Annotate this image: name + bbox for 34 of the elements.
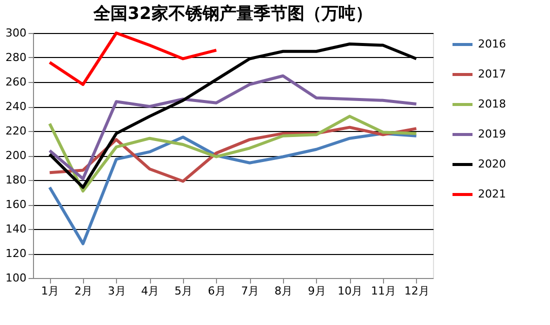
x-tick-label: 4月	[141, 284, 160, 298]
x-tick-label: 11月	[371, 284, 396, 298]
y-tick-label: 300	[6, 26, 26, 40]
legend-label: 2017	[478, 68, 506, 80]
x-tick-label: 12月	[404, 284, 430, 298]
legend-label: 2021	[478, 188, 506, 200]
chart-title: 全国32家不锈钢产量季节图（万吨）	[92, 4, 372, 24]
legend-label: 2020	[478, 158, 506, 170]
y-tick-label: 200	[6, 149, 26, 162]
y-tick-label: 220	[6, 124, 26, 138]
y-tick-label: 240	[6, 100, 26, 113]
y-tick-label: 160	[6, 198, 26, 211]
x-tick-label: 3月	[108, 284, 126, 298]
x-tick-label: 1月	[41, 284, 60, 298]
y-tick-label: 280	[6, 51, 26, 64]
x-tick-label: 7月	[241, 284, 260, 298]
legend-label: 2019	[478, 128, 506, 140]
x-tick-label: 5月	[174, 284, 192, 298]
y-tick-label: 100	[6, 272, 26, 284]
y-tick-label: 140	[6, 222, 26, 236]
x-tick-label: 9月	[308, 284, 326, 298]
x-tick-label: 10月	[338, 284, 363, 298]
line-series	[48, 74, 418, 180]
x-tick-label: 8月	[274, 284, 292, 298]
x-tick-label: 6月	[208, 284, 226, 298]
legend-label: 2016	[478, 38, 506, 50]
y-tick-label: 180	[6, 174, 26, 186]
y-tick-label: 120	[6, 247, 26, 260]
legend-label: 2018	[478, 98, 506, 110]
x-tick-label: 2月	[74, 284, 92, 298]
line-series	[48, 132, 418, 246]
line-series	[48, 32, 218, 86]
line-series	[48, 114, 418, 193]
y-tick-label: 260	[6, 76, 26, 88]
